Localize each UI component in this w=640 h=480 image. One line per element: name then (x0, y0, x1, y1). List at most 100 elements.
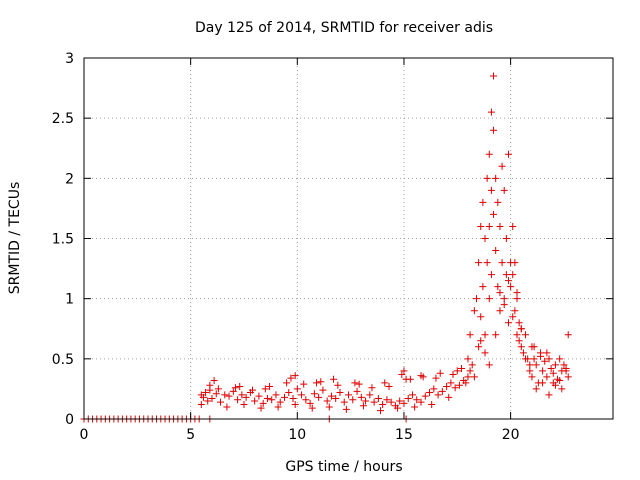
data-point (340, 398, 348, 406)
data-point (406, 375, 414, 383)
data-point (366, 391, 374, 399)
data-point (417, 372, 425, 380)
y-tick-label: 3 (65, 51, 74, 67)
data-point (413, 396, 421, 404)
data-point (496, 222, 504, 230)
data-point (266, 383, 274, 391)
data-point (394, 404, 402, 412)
data-point (477, 313, 485, 321)
data-point (210, 376, 218, 384)
y-tick-label: 2 (65, 171, 74, 187)
data-point (268, 396, 276, 404)
data-point (438, 387, 446, 395)
data-point (359, 402, 367, 410)
data-point (522, 355, 530, 363)
data-point (562, 367, 570, 375)
data-point (513, 289, 521, 297)
data-point (257, 404, 265, 412)
data-point (513, 295, 521, 303)
data-point (556, 376, 564, 384)
data-point (362, 397, 370, 405)
data-point (504, 319, 512, 327)
data-point (551, 361, 559, 369)
data-point (447, 379, 455, 387)
data-point (249, 386, 257, 394)
data-point (468, 361, 476, 369)
data-point (319, 386, 327, 394)
y-tick-label: 0 (65, 412, 74, 428)
data-point (496, 307, 504, 315)
data-point (556, 355, 564, 363)
data-point (302, 396, 310, 404)
data-point (530, 355, 538, 363)
data-point (381, 379, 389, 387)
data-point (526, 367, 534, 375)
data-point (515, 319, 523, 327)
data-point (202, 389, 210, 397)
data-point (500, 301, 508, 309)
data-point (376, 407, 384, 415)
data-point (336, 389, 344, 397)
data-point (498, 259, 506, 267)
y-axis-label: SRMTID / TECUs (7, 182, 23, 295)
data-point (353, 387, 361, 395)
data-point (396, 397, 404, 405)
data-point (509, 271, 517, 279)
data-point (255, 392, 263, 400)
data-point (481, 349, 489, 357)
data-point (479, 283, 487, 291)
data-point (490, 210, 498, 218)
data-point (315, 393, 323, 401)
data-point (451, 384, 459, 392)
data-point (502, 235, 510, 242)
data-point (466, 367, 474, 375)
data-point (334, 381, 342, 389)
data-point (400, 367, 408, 375)
data-point (492, 174, 500, 182)
data-point (515, 337, 523, 345)
data-point (368, 384, 376, 392)
data-point (517, 343, 525, 351)
data-point (272, 391, 280, 399)
data-point (293, 385, 301, 393)
data-point (408, 391, 416, 399)
data-point (404, 395, 412, 403)
data-point (428, 401, 436, 409)
data-point (485, 361, 493, 369)
data-point (539, 367, 547, 375)
data-point (470, 307, 478, 315)
data-point (545, 391, 553, 399)
data-point (308, 404, 316, 412)
data-point (519, 349, 527, 357)
data-point (204, 397, 212, 405)
y-tick-label: 1.5 (52, 232, 74, 248)
data-point (475, 259, 483, 267)
data-point (500, 186, 508, 194)
data-point (483, 174, 491, 182)
data-point (511, 307, 519, 315)
data-point (545, 355, 553, 363)
data-point (477, 337, 485, 345)
data-point (487, 186, 495, 194)
data-point (325, 403, 333, 411)
data-point (492, 247, 500, 255)
data-point (498, 162, 506, 170)
data-point (543, 373, 551, 381)
data-point (317, 378, 325, 386)
data-point (236, 383, 244, 391)
data-point (240, 401, 248, 409)
data-point (434, 391, 442, 399)
data-point (421, 392, 429, 400)
data-point (487, 271, 495, 279)
data-point (475, 343, 483, 351)
data-point (199, 393, 207, 401)
data-point (276, 398, 284, 406)
data-point (479, 198, 487, 206)
data-point (217, 398, 225, 406)
data-point (400, 399, 408, 407)
data-point (511, 259, 519, 267)
data-point (487, 108, 495, 116)
data-point (310, 390, 318, 398)
data-point (462, 379, 470, 387)
data-point (223, 403, 231, 411)
